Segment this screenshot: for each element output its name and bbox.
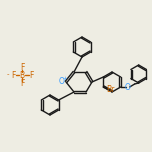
Text: O: O: [59, 78, 65, 86]
Text: O: O: [125, 83, 131, 92]
Text: F: F: [11, 71, 15, 79]
Text: Br: Br: [106, 85, 114, 95]
Text: F: F: [20, 62, 24, 71]
Text: B: B: [19, 71, 25, 79]
Text: +: +: [63, 76, 67, 81]
Text: F: F: [20, 78, 24, 88]
Text: F: F: [29, 71, 33, 79]
Text: -: -: [7, 71, 9, 77]
